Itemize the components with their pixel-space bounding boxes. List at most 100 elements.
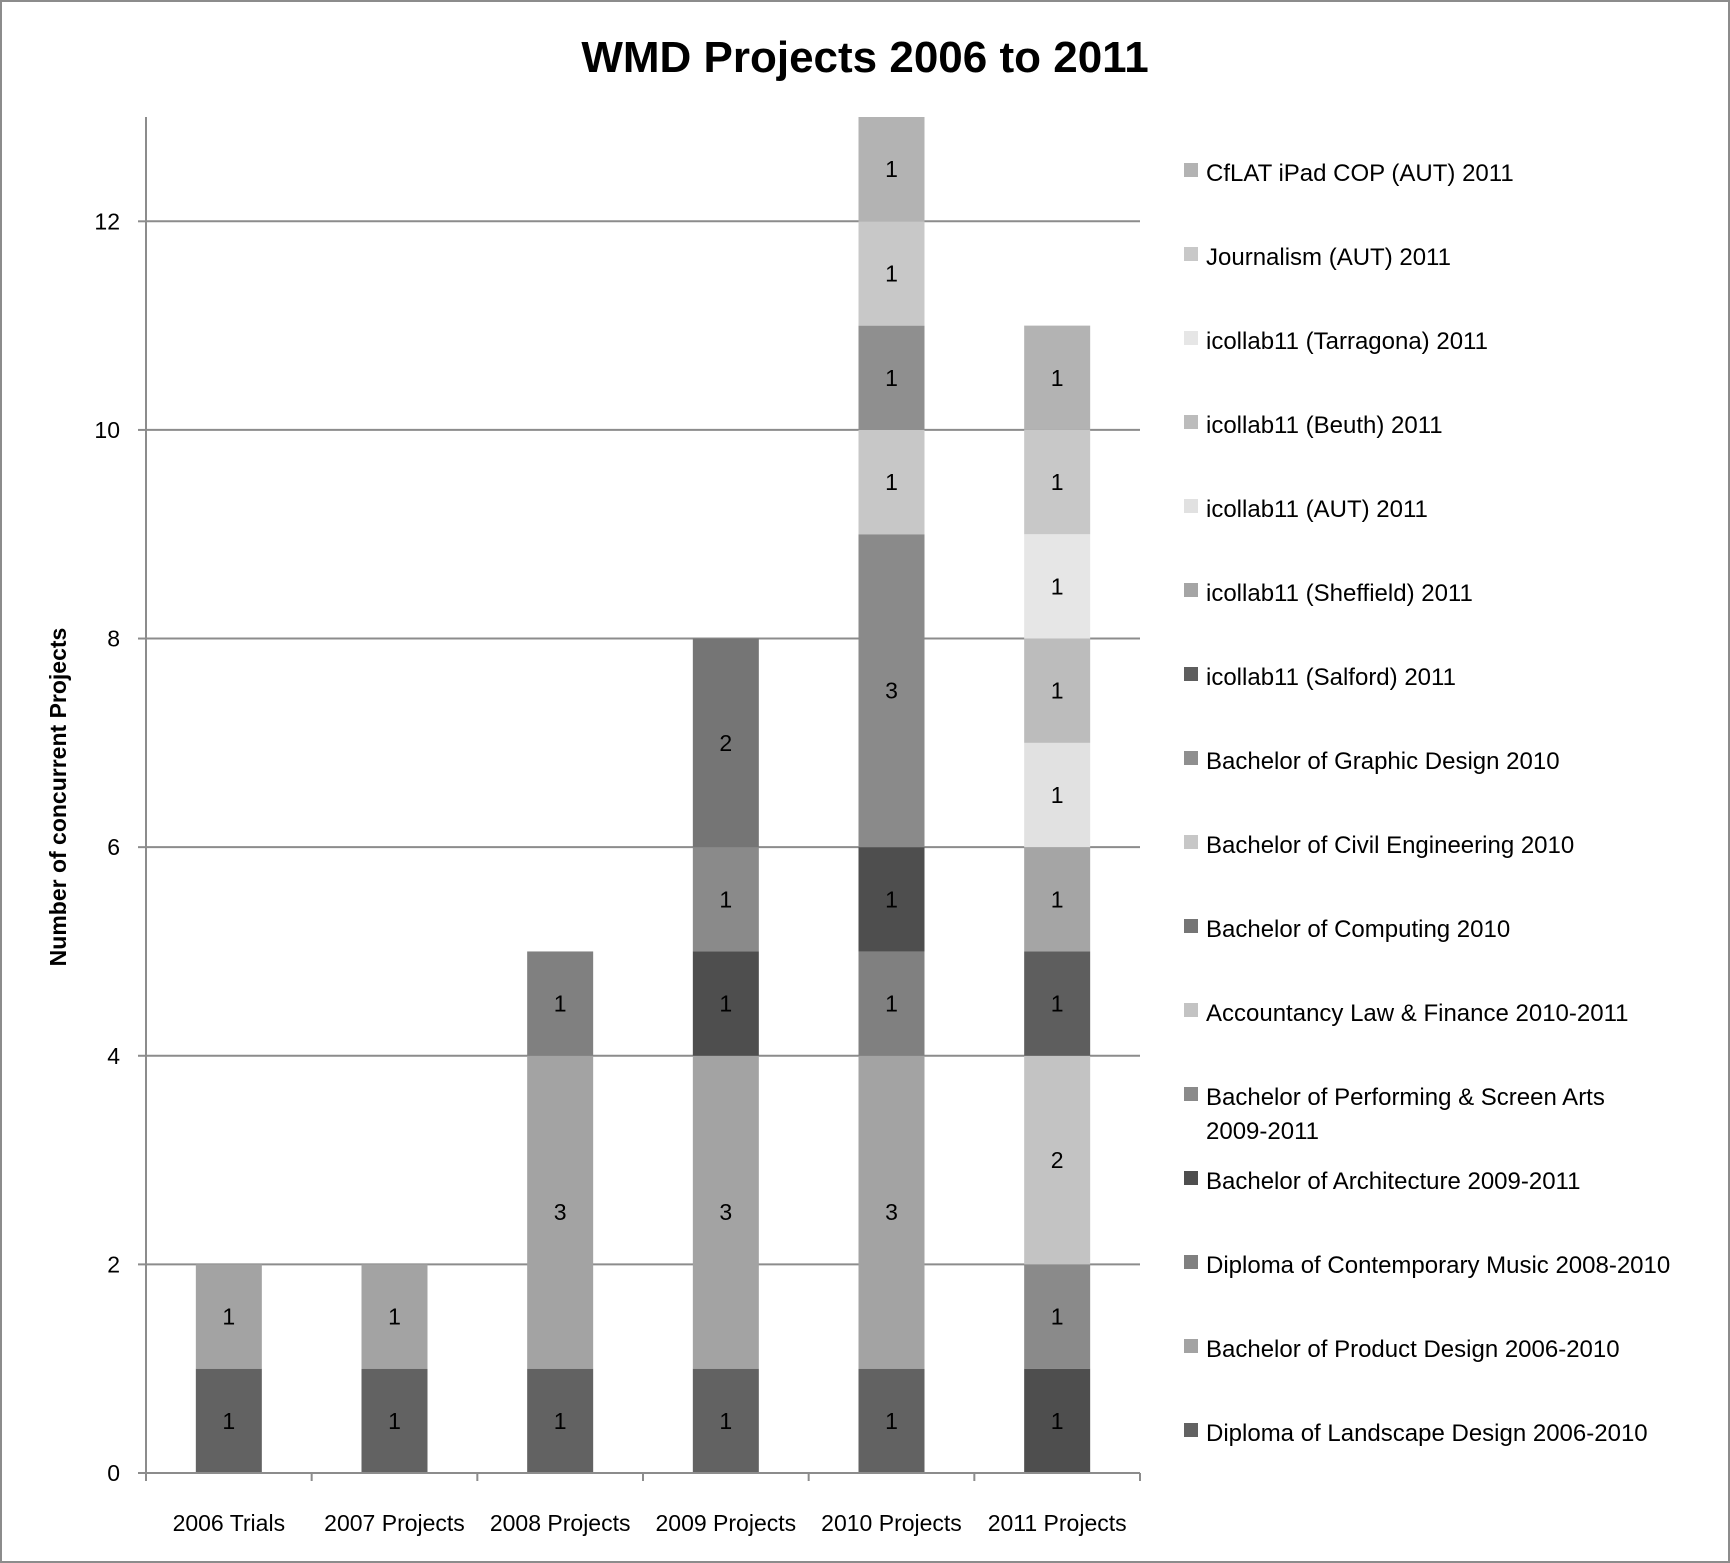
y-tick-label: 4 — [107, 1043, 120, 1069]
legend-label: Journalism (AUT) 2011 — [1206, 244, 1451, 271]
data-label: 1 — [885, 991, 898, 1017]
legend-label-line: Diploma of Landscape Design 2006-2010 — [1206, 1420, 1648, 1447]
gridlines — [146, 220, 1140, 1266]
bars: 1 1 1 1 1 3 1 1 3 1 1 2 1 3 1 1 3 1 1 1 1 1 1 2 1 1 1 1 1 1 1 — [195, 117, 1091, 1473]
legend-label-line: Bachelor of Architecture 2009-2011 — [1206, 1168, 1580, 1195]
legend-label: Bachelor of Performing & Screen Arts 2009… — [1206, 1084, 1605, 1145]
bar-segment — [1024, 638, 1091, 743]
legend-label: Bachelor of Civil Engineering 2010 — [1206, 832, 1574, 859]
data-label: 1 — [1051, 678, 1064, 704]
data-label: 3 — [885, 1199, 898, 1225]
bar-segment — [692, 1055, 759, 1369]
bar-segment — [527, 951, 594, 1056]
legend-swatch — [1184, 1255, 1198, 1269]
bar-segment — [692, 951, 759, 1056]
bar-segment — [692, 638, 759, 848]
legend-label: icollab11 (Beuth) 2011 — [1206, 412, 1443, 439]
y-tick-label: 8 — [107, 626, 120, 652]
legend-label: icollab11 (Tarragona) 2011 — [1206, 328, 1488, 355]
legend-label-line: Accountancy Law & Finance 2010-2011 — [1206, 1000, 1629, 1027]
bar-segment — [692, 847, 759, 952]
bar-segment — [1024, 847, 1091, 952]
legend-label: CfLAT iPad COP (AUT) 2011 — [1206, 160, 1514, 187]
bar-segment — [692, 1368, 759, 1473]
bar-segment — [858, 1368, 925, 1473]
bar-segment — [1024, 742, 1091, 848]
x-tick-label: 2009 Projects — [656, 1510, 797, 1536]
data-label: 1 — [554, 1408, 567, 1434]
bar-segment — [1024, 534, 1091, 639]
bar-segment — [1024, 429, 1091, 535]
data-label: 3 — [885, 678, 898, 704]
data-label: 1 — [1051, 886, 1064, 912]
data-label: 1 — [1051, 991, 1064, 1017]
legend-swatch — [1184, 583, 1198, 597]
legend-label-line: icollab11 (Sheffield) 2011 — [1206, 580, 1473, 607]
y-tick-label: 2 — [107, 1251, 120, 1277]
data-label: 1 — [719, 886, 732, 912]
data-label: 3 — [719, 1199, 732, 1225]
data-label: 1 — [885, 886, 898, 912]
legend-label-line: Bachelor of Computing 2010 — [1206, 916, 1510, 943]
data-label: 1 — [885, 469, 898, 495]
legend-label-line: icollab11 (AUT) 2011 — [1206, 496, 1428, 523]
data-label: 1 — [885, 156, 898, 182]
legend-label: Bachelor of Product Design 2006-2010 — [1206, 1336, 1620, 1363]
legend: CfLAT iPad COP (AUT) 2011 Journalism (AUT… — [1184, 160, 1670, 1447]
legend-swatch — [1184, 415, 1198, 429]
x-tick-label: 2008 Projects — [490, 1510, 631, 1536]
data-label: 2 — [1051, 1147, 1064, 1173]
legend-swatch — [1184, 667, 1198, 681]
legend-swatch — [1184, 1339, 1198, 1353]
data-label: 1 — [1051, 782, 1064, 808]
legend-label-line: icollab11 (Beuth) 2011 — [1206, 412, 1443, 439]
legend-swatch — [1184, 751, 1198, 765]
legend-label: Accountancy Law & Finance 2010-2011 — [1206, 1000, 1629, 1027]
y-tick-label: 12 — [94, 208, 120, 234]
data-label: 1 — [1051, 1408, 1064, 1434]
legend-swatch — [1184, 919, 1198, 933]
data-label: 1 — [1051, 365, 1064, 391]
bar-segment — [1024, 1055, 1091, 1265]
bar-segment — [858, 221, 925, 326]
legend-label-line: Diploma of Contemporary Music 2008-2010 — [1206, 1252, 1670, 1279]
legend-label-line: CfLAT iPad COP (AUT) 2011 — [1206, 160, 1514, 187]
legend-label-line: 2009-2011 — [1206, 1118, 1319, 1145]
data-label: 1 — [388, 1408, 401, 1434]
legend-label: icollab11 (AUT) 2011 — [1206, 496, 1428, 523]
bar-segment — [361, 1368, 428, 1473]
legend-label-line: icollab11 (Salford) 2011 — [1206, 664, 1456, 691]
bar-segment — [195, 1264, 262, 1369]
bar-segment — [858, 325, 925, 430]
y-tick-label: 10 — [94, 417, 120, 443]
legend-label: Bachelor of Graphic Design 2010 — [1206, 748, 1560, 775]
legend-label-line: icollab11 (Tarragona) 2011 — [1206, 328, 1488, 355]
x-tick-label: 2011 Projects — [988, 1510, 1127, 1536]
bar-segment — [858, 951, 925, 1056]
legend-label-line: Bachelor of Civil Engineering 2010 — [1206, 832, 1574, 859]
y-axis-label: Number of concurrent Projects — [45, 628, 71, 967]
legend-label: Diploma of Landscape Design 2006-2010 — [1206, 1420, 1648, 1447]
legend-swatch — [1184, 1423, 1198, 1437]
legend-swatch — [1184, 1087, 1198, 1101]
data-label: 2 — [719, 730, 732, 756]
data-label: 1 — [885, 365, 898, 391]
bar-segment — [858, 534, 925, 848]
bar-segment — [195, 1368, 262, 1473]
data-label: 1 — [1051, 469, 1064, 495]
bar-segment — [527, 1368, 594, 1473]
legend-swatch — [1184, 499, 1198, 513]
bar-segment — [527, 1055, 594, 1369]
legend-label-line: Bachelor of Performing & Screen Arts — [1206, 1084, 1605, 1111]
legend-swatch — [1184, 1171, 1198, 1185]
legend-label: Bachelor of Architecture 2009-2011 — [1206, 1168, 1580, 1195]
data-label: 1 — [719, 1408, 732, 1434]
legend-label: Bachelor of Computing 2010 — [1206, 916, 1510, 943]
data-label: 1 — [1051, 1304, 1064, 1330]
legend-swatch — [1184, 247, 1198, 261]
legend-label: icollab11 (Salford) 2011 — [1206, 664, 1456, 691]
y-tick-label: 6 — [107, 834, 120, 860]
data-label: 1 — [1051, 573, 1064, 599]
